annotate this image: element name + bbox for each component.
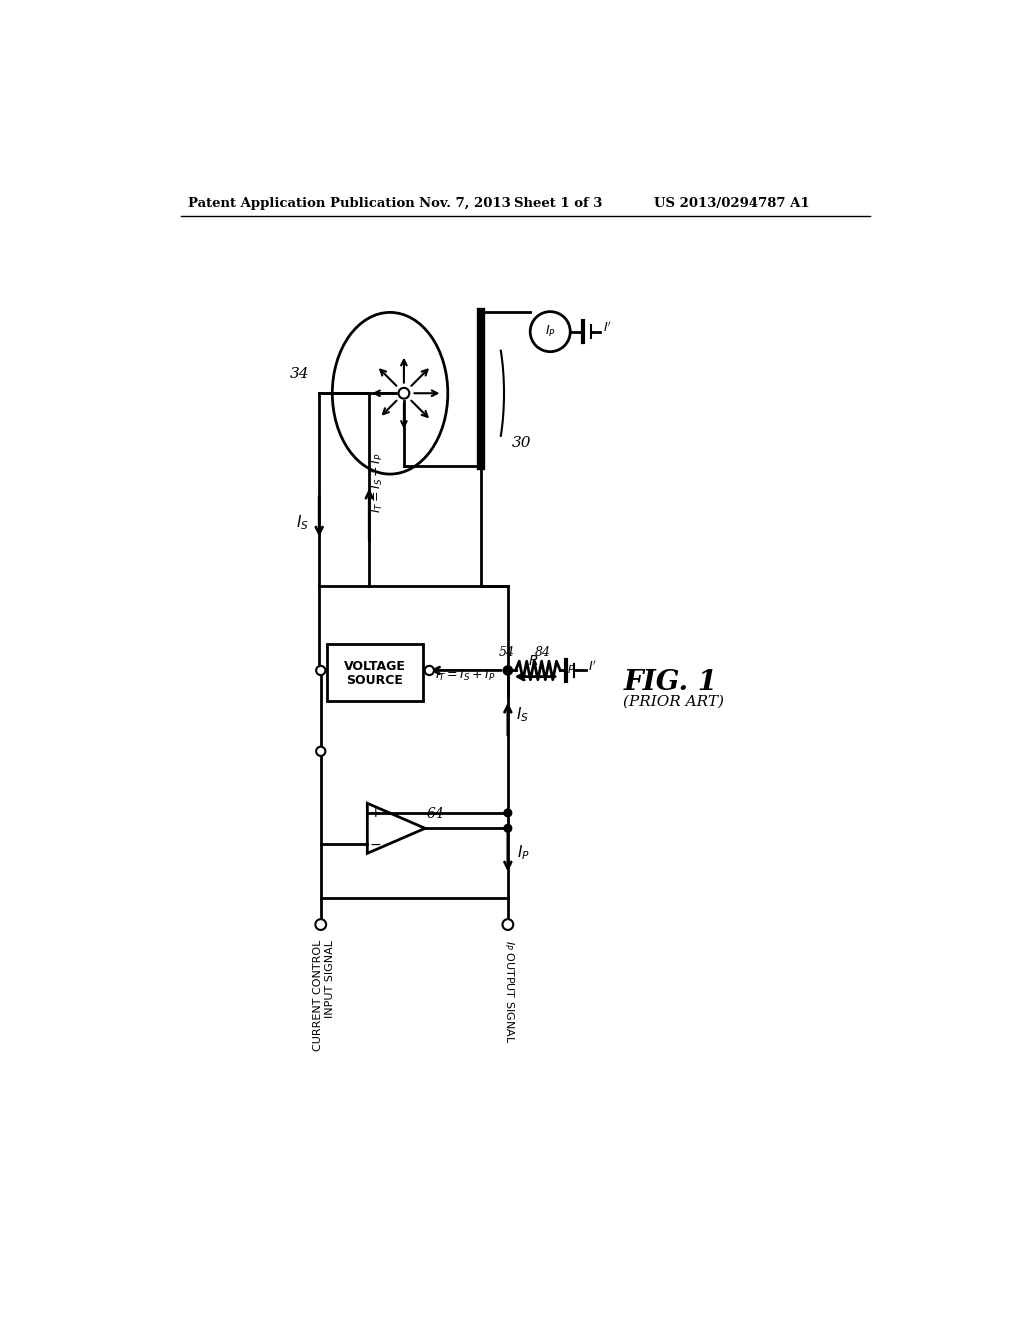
Text: VOLTAGE: VOLTAGE [344,660,406,673]
Text: $I_P$: $I_P$ [545,325,556,339]
Text: $+$: $+$ [369,807,381,820]
Text: 30: 30 [512,437,531,450]
Text: $I_P$ OUTPUT SIGNAL: $I_P$ OUTPUT SIGNAL [502,940,515,1043]
Text: 54: 54 [499,645,514,659]
Circle shape [316,747,326,756]
Text: $R$: $R$ [528,653,539,668]
Circle shape [398,388,410,399]
Text: Nov. 7, 2013: Nov. 7, 2013 [419,197,511,210]
Text: $I_S$: $I_S$ [515,706,528,725]
Text: 84: 84 [535,645,551,659]
Text: $I_P$: $I_P$ [517,843,530,862]
Circle shape [315,919,326,929]
Text: FIG. 1: FIG. 1 [624,668,718,696]
Circle shape [316,665,326,675]
Text: $I_P$: $I_P$ [563,657,577,676]
Text: CURRENT CONTROL
INPUT SIGNAL: CURRENT CONTROL INPUT SIGNAL [313,940,335,1051]
Text: 34: 34 [290,367,309,381]
Text: $I'$: $I'$ [602,321,611,335]
Text: US 2013/0294787 A1: US 2013/0294787 A1 [654,197,810,210]
Circle shape [425,665,434,675]
Text: $I_T = I_S + I_P$: $I_T = I_S + I_P$ [435,668,496,682]
Text: (PRIOR ART): (PRIOR ART) [624,696,724,709]
Text: $I'$: $I'$ [588,660,597,673]
Text: 64: 64 [427,807,444,821]
Text: SOURCE: SOURCE [346,673,403,686]
Circle shape [504,825,512,832]
Text: $-$: $-$ [369,837,381,850]
Text: $I_S$: $I_S$ [296,513,308,532]
Circle shape [504,809,512,817]
Text: Sheet 1 of 3: Sheet 1 of 3 [514,197,602,210]
Circle shape [503,665,512,675]
Circle shape [530,312,570,351]
Circle shape [503,919,513,929]
Text: $I_T = I_S + I_P$: $I_T = I_S + I_P$ [370,451,384,512]
Text: Patent Application Publication: Patent Application Publication [188,197,415,210]
